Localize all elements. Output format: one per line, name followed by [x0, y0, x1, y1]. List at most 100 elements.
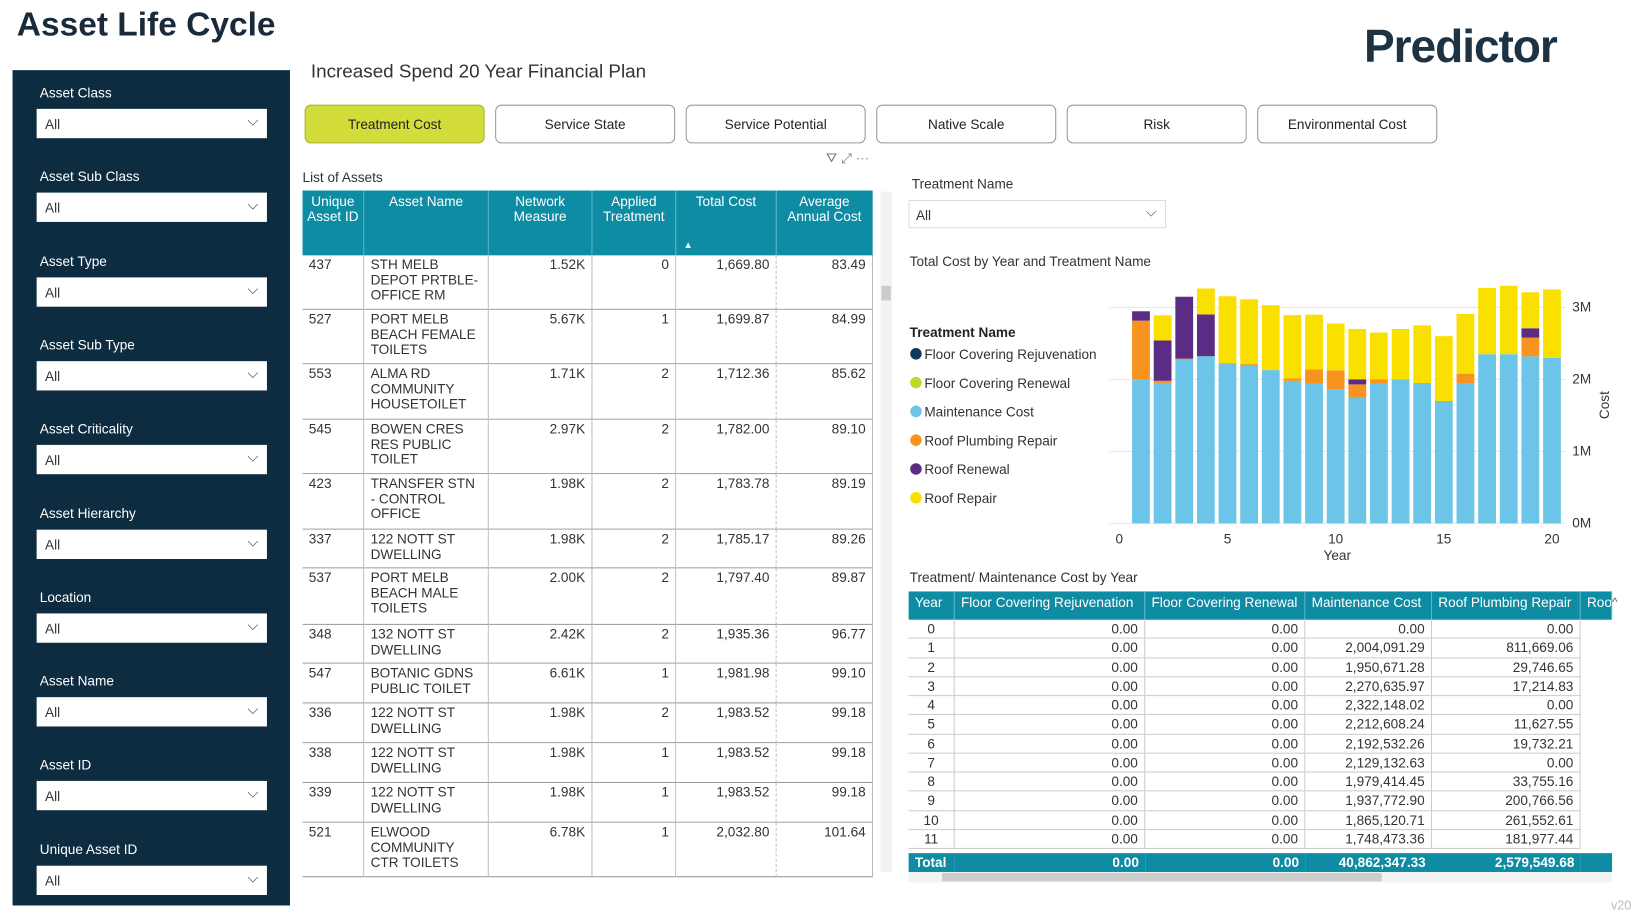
table-cell: 811,669.06 [1432, 638, 1581, 658]
scrollbar[interactable] [880, 191, 892, 872]
table-title: List of Assets [302, 169, 383, 186]
dropdown-value: All [45, 704, 61, 721]
bar-segment [1478, 287, 1496, 355]
legend-marker [910, 463, 922, 475]
table-cell: 84.99 [776, 309, 874, 365]
table-cell: 33,755.16 [1432, 772, 1581, 792]
table-cell: 338 [302, 743, 365, 784]
column-header[interactable]: Roof Renewal [1580, 591, 1613, 620]
bar-segment [1391, 328, 1410, 380]
bar-segment [1196, 356, 1215, 524]
column-header[interactable]: Maintenance Cost [1305, 591, 1433, 620]
table-cell: 2 [592, 364, 677, 420]
tab-button[interactable]: Service State [495, 104, 676, 144]
bar-segment [1456, 373, 1475, 383]
legend-title: Treatment Name [909, 324, 1016, 341]
table-cell: 1.98K [488, 529, 593, 569]
table-cell: 96.77 [776, 624, 874, 664]
dropdown[interactable]: All ⌵ [36, 108, 267, 139]
dropdown[interactable]: All ⌵ [36, 613, 267, 643]
bar-segment [1175, 358, 1194, 360]
legend-label: Roof Renewal [924, 462, 1009, 477]
column-header[interactable]: Asset Name [364, 190, 489, 256]
column-header[interactable]: Year [908, 591, 955, 620]
dropdown-arrow: ⌵ [247, 280, 259, 297]
dropdown-value: All [45, 620, 61, 637]
x-tick-label: 10 [1328, 531, 1344, 546]
table-cell: 0.00 [1145, 696, 1306, 716]
table-cell: 99.10 [776, 663, 874, 704]
dropdown[interactable]: All ⌵ [36, 529, 267, 559]
table-cell: BOTANIC GDNS PUBLIC TOILET [364, 663, 489, 704]
legend-marker [910, 491, 922, 504]
chart-title: Total Cost by Year and Treatment Name [909, 253, 1151, 270]
table-cell: 2 [908, 657, 955, 678]
total-cell: 40,862,347.33 [1305, 853, 1433, 872]
table-cell: 2,192,532.26 [1305, 734, 1433, 754]
dropdown[interactable]: All ⌵ [36, 865, 267, 895]
dropdown[interactable]: All ⌵ [908, 199, 1167, 229]
table-cell: 0.00 [954, 715, 1146, 735]
table-cell: 6.61K [488, 663, 593, 704]
table-cell: 2,270,635.97 [1305, 677, 1433, 697]
bar-segment [1521, 292, 1540, 329]
dropdown[interactable]: All ⌵ [36, 697, 267, 727]
table-cell: 17,214.83 [1432, 677, 1581, 697]
bar-segment [1283, 378, 1302, 381]
column-header[interactable]: Floor Covering Rejuvenation [954, 591, 1146, 620]
column-header[interactable]: Floor Covering Renewal [1145, 591, 1306, 620]
table-cell: 1,797.40 [676, 568, 777, 625]
dropdown[interactable]: All ⌵ [36, 361, 267, 391]
table-cell: 0.00 [954, 791, 1146, 811]
bar-segment [1543, 289, 1561, 358]
dropdown-arrow: ⌵ [247, 616, 259, 634]
table-cell: 2.42K [488, 624, 593, 664]
table-cell: 0.00 [954, 657, 1146, 678]
table-cell: 0.00 [1145, 753, 1306, 773]
bar-segment [1521, 337, 1540, 357]
total-cell [1580, 853, 1613, 872]
bar-segment [1326, 370, 1345, 390]
table-cell: 2 [592, 474, 677, 530]
scrollbar[interactable] [908, 871, 1613, 883]
table-cell: 1,937,772.90 [1305, 791, 1433, 811]
table-cell: 1,983.52 [676, 703, 777, 744]
tab-button[interactable]: Treatment Cost [304, 104, 485, 144]
x-axis-label: Year [1324, 548, 1352, 563]
filter-label: Unique Asset ID [39, 841, 138, 858]
dropdown[interactable]: All ⌵ [36, 276, 267, 307]
x-tick-label: 0 [1116, 531, 1124, 546]
legend-label: Roof Repair [924, 491, 997, 506]
bar-segment [1132, 379, 1150, 524]
column-header[interactable]: Network Measure [488, 190, 593, 256]
column-header[interactable]: Average Annual Cost [776, 190, 874, 256]
bar-segment [1370, 332, 1388, 380]
column-header[interactable]: Total Cost [676, 190, 777, 256]
dropdown-arrow: ⌵ [247, 448, 259, 465]
visual-icons[interactable]: ⛛ ⤢ ⋯ [825, 149, 870, 166]
bar-segment [1305, 314, 1323, 370]
filter-label: Asset Criticality [39, 421, 133, 437]
bar-segment [1326, 389, 1345, 524]
tab-button[interactable]: Service Potential [685, 104, 866, 144]
column-header[interactable]: Applied Treatment [592, 190, 677, 256]
table-cell: 1,782.00 [676, 419, 777, 475]
dropdown-arrow: ⌵ [247, 700, 259, 718]
dropdown[interactable]: All ⌵ [36, 781, 267, 811]
dropdown[interactable]: All ⌵ [36, 192, 267, 223]
table-cell: 11 [908, 829, 955, 849]
dropdown-arrow: ⌵ [247, 196, 259, 213]
table-cell: 0.00 [1145, 810, 1306, 830]
bar-segment [1434, 336, 1453, 401]
tab-button[interactable]: Risk [1066, 104, 1247, 144]
dropdown[interactable]: All ⌵ [36, 445, 267, 475]
bar-segment [1305, 369, 1323, 384]
column-header[interactable]: Unique Asset ID [302, 190, 365, 256]
table-cell: 2,322,148.02 [1305, 696, 1433, 716]
tab-button[interactable]: Environmental Cost [1257, 104, 1438, 144]
bar-segment [1348, 328, 1367, 380]
table-cell: 261,552.61 [1432, 810, 1581, 830]
column-header[interactable]: Roof Plumbing Repair [1432, 591, 1581, 620]
tab-button[interactable]: Native Scale [876, 104, 1057, 144]
table-cell: 0.00 [954, 753, 1146, 773]
